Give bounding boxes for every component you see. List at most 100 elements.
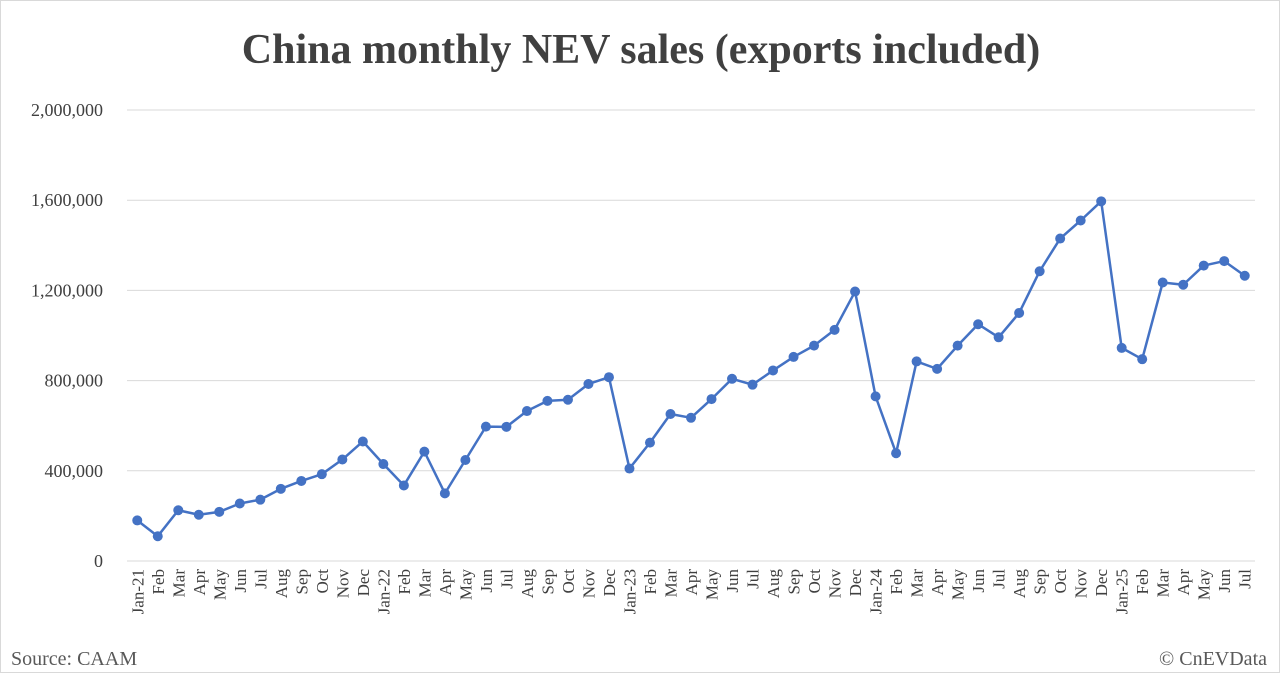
x-tick-label: Feb: [887, 569, 906, 595]
data-point: [316, 469, 327, 480]
data-point: [1198, 260, 1209, 271]
x-tick-label: Nov: [579, 569, 598, 599]
x-axis-tick-labels: Jan-21 Feb Mar Apr May Jun Jul Aug Sep Oct Nov Dec J…: [128, 569, 1254, 615]
data-point: [378, 459, 389, 470]
x-tick-label: Sep: [1031, 569, 1050, 595]
data-point: [275, 483, 286, 494]
grid-lines: [127, 109, 1255, 562]
x-tick-label: Jun: [723, 569, 742, 593]
x-tick-label: Jan-22: [374, 569, 393, 614]
x-tick-label: Dec: [846, 569, 865, 597]
data-point: [521, 406, 532, 417]
y-tick-label: 400,000: [45, 461, 104, 481]
x-tick-label: Jun: [231, 569, 250, 593]
data-point: [501, 421, 512, 432]
data-point: [891, 448, 902, 459]
x-tick-label: Feb: [395, 569, 414, 595]
series-sales: [132, 196, 1250, 542]
data-point: [768, 365, 779, 376]
x-tick-label: Nov: [1072, 569, 1091, 599]
x-tick-label: Jul: [251, 569, 270, 589]
source-note: Source: CAAM: [11, 648, 137, 670]
data-point: [1239, 270, 1250, 281]
x-tick-label: Aug: [764, 569, 783, 599]
data-point: [603, 372, 614, 383]
x-tick-label: May: [456, 569, 475, 601]
data-point: [1055, 233, 1066, 244]
x-tick-label: Jan-21: [128, 569, 147, 614]
data-point: [624, 463, 635, 474]
x-tick-label: Jul: [497, 569, 516, 589]
data-point: [337, 454, 348, 465]
data-point: [460, 454, 471, 465]
x-tick-label: Jan-23: [620, 569, 639, 614]
x-tick-label: Nov: [333, 569, 352, 599]
x-tick-label: May: [949, 569, 968, 601]
x-tick-label: Jul: [990, 569, 1009, 589]
data-point: [1096, 196, 1107, 207]
data-point: [1219, 256, 1230, 267]
x-tick-label: Jun: [477, 569, 496, 593]
x-tick-label: Apr: [928, 569, 947, 596]
data-point: [829, 324, 840, 335]
data-point: [850, 286, 861, 297]
data-point: [152, 531, 163, 542]
series-line: [136, 200, 1246, 538]
data-point: [686, 412, 696, 423]
x-tick-label: Aug: [518, 569, 537, 599]
x-tick-label: Mar: [415, 569, 434, 598]
data-point: [993, 332, 1004, 343]
x-tick-label: Jan-24: [867, 569, 886, 615]
x-tick-label: Dec: [354, 569, 373, 597]
x-tick-label: Aug: [1010, 569, 1029, 599]
y-axis-tick-labels: 0 400,000 800,000 1,200,000 1,600,000 2,000,0…: [31, 100, 103, 571]
data-point: [1178, 279, 1189, 290]
data-point: [932, 363, 943, 374]
x-tick-label: Mar: [661, 569, 680, 598]
data-point: [644, 437, 655, 448]
data-point: [583, 378, 594, 389]
data-point: [542, 395, 553, 406]
data-point: [727, 373, 738, 384]
chart-title: China monthly NEV sales (exports include…: [242, 27, 1041, 73]
data-point: [132, 515, 143, 526]
x-tick-label: Jun: [969, 569, 988, 593]
y-tick-label: 2,000,000: [31, 100, 103, 120]
x-tick-label: Apr: [190, 569, 209, 596]
data-point: [193, 509, 204, 520]
y-tick-label: 1,600,000: [31, 190, 103, 210]
x-tick-label: Apr: [1174, 569, 1193, 596]
data-point: [562, 394, 573, 405]
x-tick-label: Jul: [744, 569, 763, 589]
data-point: [173, 505, 184, 516]
data-point: [911, 356, 922, 367]
data-point: [439, 488, 450, 499]
y-tick-label: 1,200,000: [31, 280, 103, 300]
x-tick-label: Apr: [436, 569, 455, 596]
data-point: [1157, 277, 1168, 288]
data-point: [357, 436, 368, 447]
data-point: [1116, 342, 1127, 353]
x-tick-label: May: [1195, 569, 1214, 601]
x-tick-label: Oct: [805, 569, 824, 594]
data-point: [706, 394, 717, 405]
data-point: [747, 379, 758, 390]
data-point: [1137, 354, 1148, 365]
x-tick-label: Oct: [313, 569, 332, 594]
x-tick-label: Jun: [1215, 569, 1234, 593]
x-tick-label: Apr: [682, 569, 701, 596]
x-tick-label: Sep: [538, 569, 557, 595]
data-point: [1014, 307, 1025, 318]
data-point: [788, 351, 799, 362]
x-tick-label: Mar: [908, 569, 927, 598]
x-tick-label: Jul: [1236, 569, 1255, 589]
data-point: [296, 475, 307, 486]
data-point: [480, 421, 491, 432]
x-tick-label: May: [210, 569, 229, 601]
x-tick-label: Oct: [1051, 569, 1070, 594]
y-tick-label: 0: [94, 551, 103, 571]
x-tick-label: Feb: [641, 569, 660, 595]
x-tick-label: Dec: [1092, 569, 1111, 597]
